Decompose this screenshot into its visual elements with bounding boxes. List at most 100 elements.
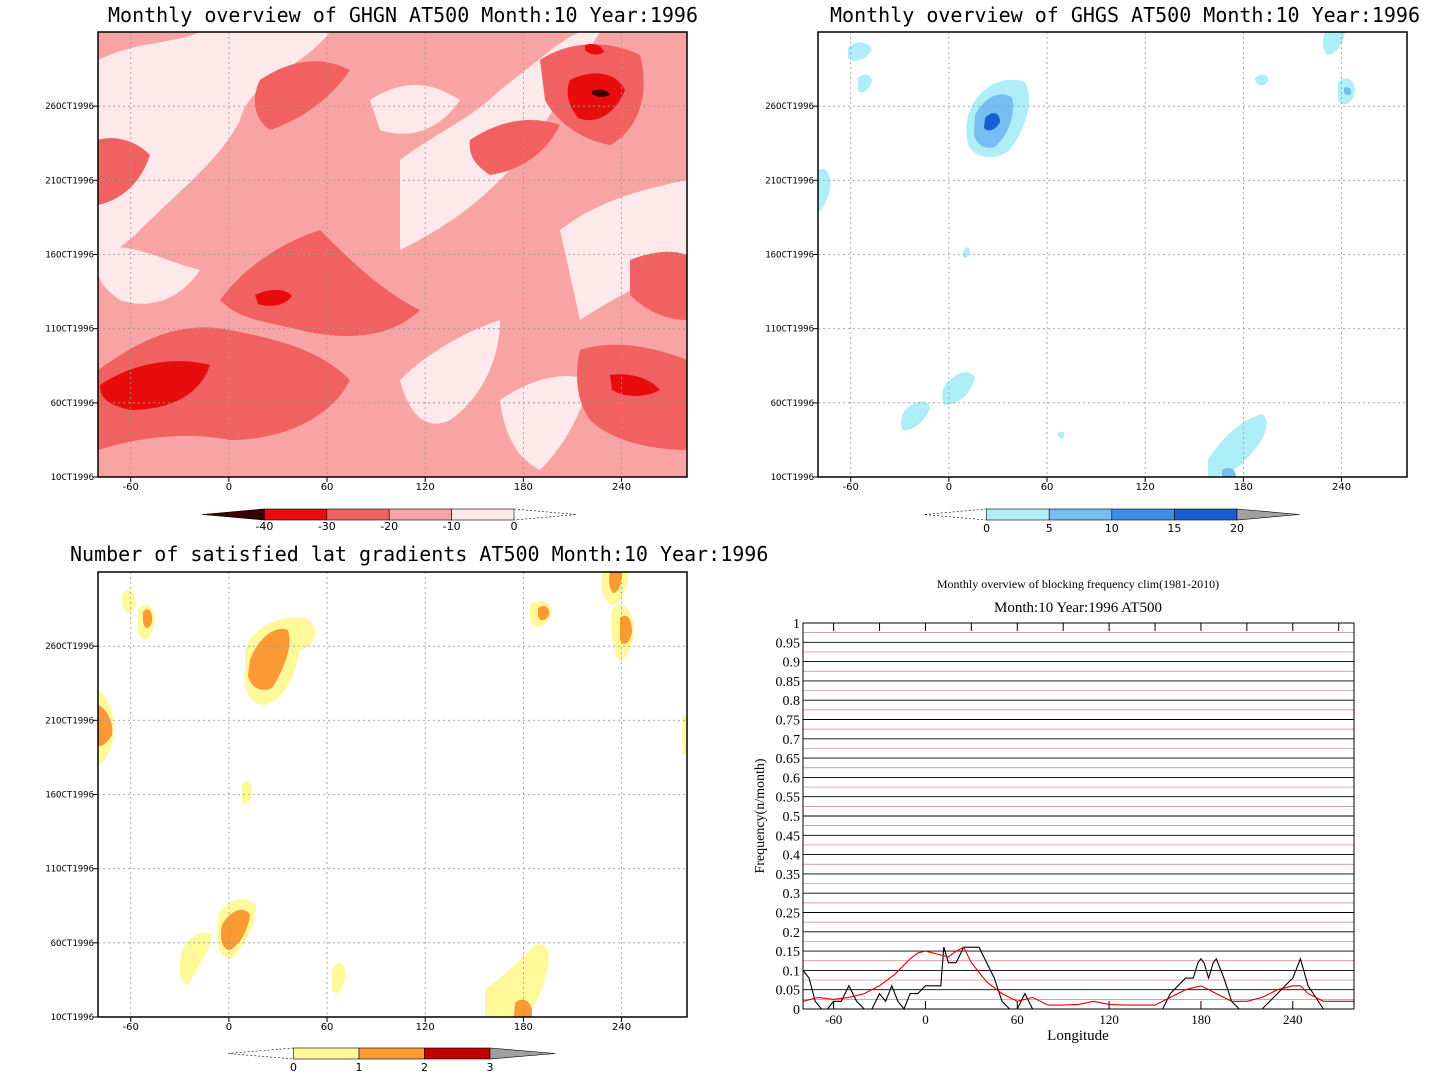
grad-colorbar-label: 1 [356, 1061, 363, 1074]
grad-blob-level2 [538, 606, 550, 621]
grad-colorbar-label: 0 [290, 1061, 297, 1074]
grad-ytick-label: 26OCT1996 [45, 642, 94, 652]
ghgn-band-darkest [100, 361, 210, 410]
ghgs-colorbar-label: 20 [1230, 522, 1244, 535]
ghgn-band-min [592, 89, 610, 97]
ghgn-xtick-label: 180 [514, 482, 533, 493]
grad-blob-level2 [220, 909, 250, 950]
ghgn-band-light [400, 320, 500, 424]
ghgn-colorbar-segment [326, 508, 390, 521]
ghgs-blob-level1 [1208, 414, 1267, 477]
ghgn-colorbar-label: -40 [255, 520, 273, 533]
freq-ytick-label: 0.3 [783, 887, 801, 902]
ghgs-blob-level1 [1058, 431, 1065, 439]
ghgn-band-light [560, 180, 687, 320]
ghgn-colorbar-segment [451, 508, 515, 521]
ghgn-ytick-label: 6OCT1996 [51, 399, 94, 409]
ghgn-band-light [98, 32, 330, 265]
grad-colorbar-segment [293, 1047, 360, 1060]
grad-blob-level1 [530, 600, 552, 627]
ghgs-colorbar-end [1236, 508, 1300, 521]
grad-blob-level2 [514, 999, 532, 1017]
ghgs-blob-level1 [901, 401, 930, 431]
freq-xtick-label: 120 [1099, 1012, 1119, 1027]
grad-blob-level1 [138, 604, 155, 640]
grad-xtick-label: 180 [514, 1022, 533, 1033]
ghgs-colorbar-segment [986, 508, 1050, 521]
ghgs-blob-level1 [858, 74, 872, 93]
ghgs-xtick-label: 0 [946, 482, 952, 493]
ghgn-xtick-label: 240 [612, 482, 631, 493]
grad-blob-level1 [242, 780, 252, 805]
ghgs-blob-level1 [963, 247, 970, 259]
grad-xtick-label: 60 [321, 1022, 334, 1033]
grad-colorbar-label: 3 [487, 1061, 494, 1074]
freq-ytick-label: 0.6 [783, 771, 801, 786]
ghgs-blob-level1 [942, 372, 975, 405]
freq-xlabel: Longitude [1047, 1028, 1109, 1044]
ghgn-band-dark [630, 251, 687, 320]
ghgn-ytick-label: 16OCT1996 [45, 251, 94, 261]
grad-ytick-label: 6OCT1996 [51, 939, 94, 949]
freq-ytick-label: 0.15 [776, 945, 801, 960]
grad-xtick-label: -60 [123, 1022, 139, 1033]
ghgn-ytick-label: 11OCT1996 [45, 325, 94, 335]
freq-ytick-label: 0.45 [776, 829, 801, 844]
freq-ytick-label: 0.65 [776, 752, 801, 767]
grad-background-field [98, 572, 687, 1017]
ghgs-xtick-label: -60 [843, 482, 859, 493]
ghgs-ytick-label: 16OCT1996 [765, 251, 814, 261]
ghgn-ytick-label: 21OCT1996 [45, 176, 94, 186]
grad-ytick-label: 21OCT1996 [45, 716, 94, 726]
ghgs-blob-level2 [974, 94, 1014, 148]
grad-xtick-label: 120 [416, 1022, 435, 1033]
ghgs-xtick-label: 180 [1234, 482, 1253, 493]
ghgs-background-field [818, 32, 1407, 477]
grad-blob-level1 [180, 932, 212, 985]
ghgs-colorbar-segment [1174, 508, 1238, 521]
grad-ytick-label: 11OCT1996 [45, 865, 94, 875]
freq-series-red [802, 946, 1354, 1006]
ghgs-blob-level1 [818, 168, 831, 212]
freq-xtick-label: 180 [1191, 1012, 1211, 1027]
ghgs-plot-area [817, 31, 1408, 478]
freq-ytick-label: 0.9 [783, 656, 801, 671]
freq-ytick-label: 0.7 [783, 733, 801, 748]
grad-colorbar-segment [358, 1047, 425, 1060]
grad-blob-level2 [248, 628, 290, 690]
ghgn-xtick-label: -60 [123, 482, 139, 493]
ghgn-band-dark [98, 138, 150, 205]
freq-subtitle: Month:10 Year:1996 AT500 [994, 600, 1162, 616]
ghgs-ytick-label: 6OCT1996 [771, 399, 814, 409]
ghgs-colorbar-label: 15 [1167, 522, 1181, 535]
ghgs-colorbar-label: 0 [983, 522, 990, 535]
ghgs-blob-level1 [1338, 78, 1355, 105]
ghgs-blob-level4 [984, 113, 1000, 131]
grad-blob-level1 [98, 690, 115, 765]
freq-ytick-label: 0.95 [776, 636, 801, 651]
ghgn-band-darkest [567, 73, 625, 121]
grad-blob-level1 [122, 589, 136, 613]
ghgn-background-field [98, 32, 687, 477]
ghgn-band-dark [220, 230, 420, 336]
ghgn-xtick-label: 120 [416, 482, 435, 493]
ghgs-xtick-label: 120 [1136, 482, 1155, 493]
ghgn-ytick-label: 1OCT1996 [51, 473, 94, 483]
ghgn-band-darkest [255, 289, 292, 306]
ghgn-colorbar-label: 0 [511, 520, 518, 533]
ghgn-band-darkest [585, 43, 604, 55]
grad-xtick-label: 240 [612, 1022, 631, 1033]
ghgn-xtick-label: 0 [226, 482, 232, 493]
grad-frame [97, 571, 688, 1018]
freq-ylabel: Frequency(n/month) [753, 758, 768, 873]
ghgn-colorbar-segment [264, 508, 328, 521]
grad-blob-level1 [485, 944, 549, 1017]
ghgn-colorbar-segment [388, 508, 452, 521]
ghgs-blob-level2 [1222, 468, 1236, 477]
freq-ytick-label: 1 [793, 617, 800, 632]
ghgn-colorbar-end [201, 508, 265, 521]
grad-blob-level1 [601, 572, 628, 605]
ghgn-band-darkest [610, 374, 660, 396]
grad-blob-level1 [682, 715, 687, 755]
ghgs-xtick-label: 60 [1041, 482, 1054, 493]
